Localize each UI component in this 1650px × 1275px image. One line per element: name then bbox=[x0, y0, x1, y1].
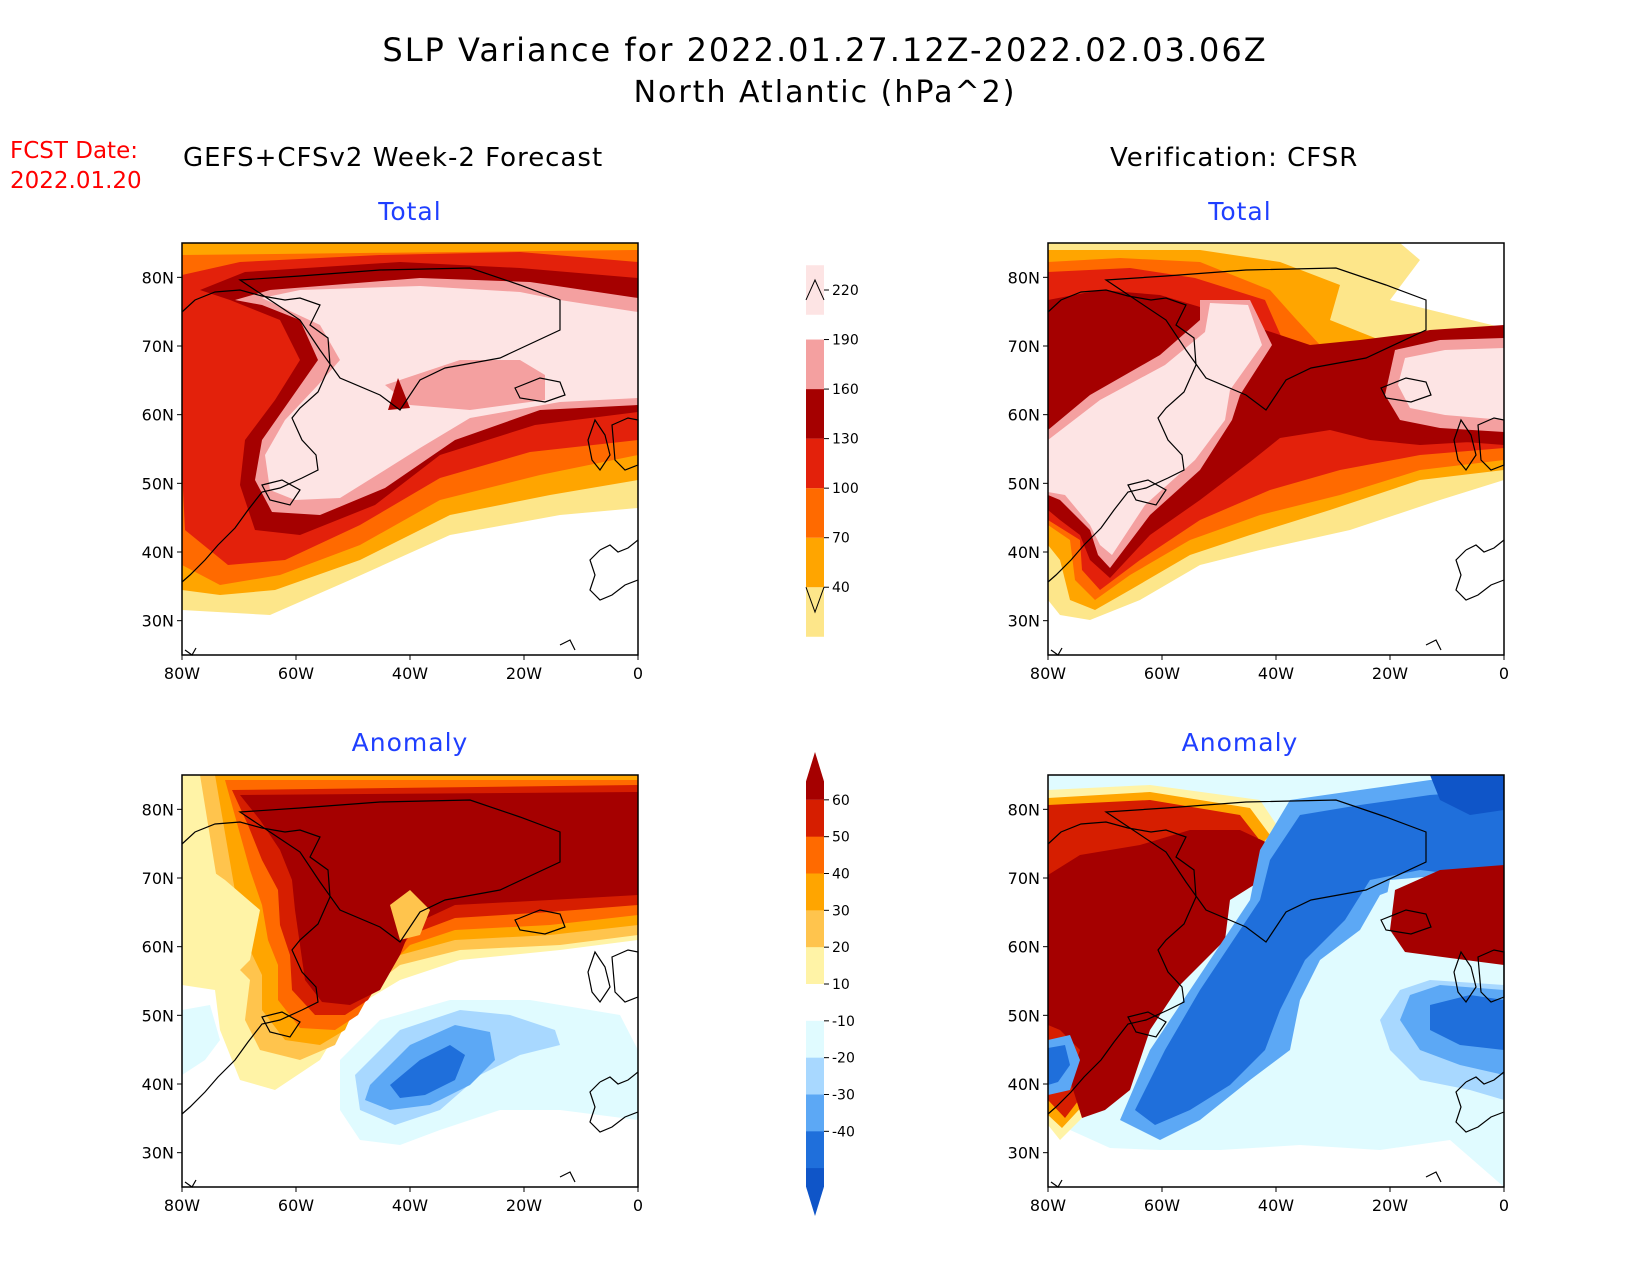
x-tick-label: 40W bbox=[392, 1196, 428, 1215]
colorbar-label: 190 bbox=[832, 333, 859, 349]
colorbar-swatch bbox=[806, 1168, 824, 1217]
colorbar-anomaly: 60 50 40 30 20 10 -10 -20 -30 -40 bbox=[806, 751, 855, 1217]
colorbar-label: 30 bbox=[832, 903, 850, 919]
panel-title-verification-total: Total bbox=[1208, 197, 1272, 226]
colorbar-label: 100 bbox=[832, 481, 859, 497]
colorbar-label: 40 bbox=[832, 580, 850, 596]
y-tick-label: 40N bbox=[142, 543, 174, 562]
y-tick-label: 30N bbox=[1008, 1144, 1040, 1163]
y-tick-label: 50N bbox=[1008, 1006, 1040, 1025]
colorbar-swatch bbox=[806, 537, 824, 588]
y-tick-label: 30N bbox=[1008, 612, 1040, 631]
colorbar-label: 50 bbox=[832, 830, 850, 846]
y-tick-label: 50N bbox=[142, 1006, 174, 1025]
y-tick-label: 70N bbox=[1008, 869, 1040, 888]
x-tick-label: 0 bbox=[1499, 1196, 1509, 1215]
colorbar-swatch bbox=[806, 265, 824, 315]
verification-column-heading: Verification: CFSR bbox=[1110, 143, 1359, 173]
x-tick-label: 40W bbox=[392, 664, 428, 683]
colorbar-label: 70 bbox=[832, 531, 850, 547]
verification-anomaly-field bbox=[1048, 775, 1504, 1187]
colorbar-label: 60 bbox=[832, 793, 850, 809]
y-tick-label: 80N bbox=[142, 268, 174, 287]
y-tick-label: 50N bbox=[1008, 474, 1040, 493]
colorbar-swatch bbox=[806, 910, 824, 948]
x-tick-label: 40W bbox=[1258, 664, 1294, 683]
x-tick-label: 80W bbox=[164, 1196, 200, 1215]
forecast-date-value: 2022.01.20 bbox=[10, 168, 142, 194]
colorbar-swatch bbox=[806, 751, 824, 800]
colorbar-swatch bbox=[806, 873, 824, 911]
colorbar-swatch bbox=[806, 438, 824, 489]
colorbar-swatch bbox=[806, 799, 824, 838]
colorbar-label: 40 bbox=[832, 867, 850, 883]
x-tick-label: 20W bbox=[1372, 664, 1408, 683]
chart-subtitle: North Atlantic (hPa^2) bbox=[633, 75, 1017, 110]
chart-title: SLP Variance for 2022.01.27.12Z-2022.02.… bbox=[382, 31, 1268, 69]
x-tick-label: 20W bbox=[1372, 1196, 1408, 1215]
verification-total-field bbox=[1048, 243, 1504, 655]
colorbar-swatch bbox=[806, 836, 824, 874]
y-tick-label: 70N bbox=[1008, 337, 1040, 356]
colorbar-swatch bbox=[806, 1057, 824, 1095]
y-tick-label: 80N bbox=[1008, 800, 1040, 819]
panel-title-forecast-anomaly: Anomaly bbox=[351, 728, 469, 757]
x-tick-label: 60W bbox=[278, 664, 314, 683]
colorbar-label: 220 bbox=[832, 283, 859, 299]
colorbar-label: 130 bbox=[832, 432, 859, 448]
y-tick-label: 60N bbox=[1008, 938, 1040, 957]
colorbar-swatch bbox=[806, 1094, 824, 1132]
x-tick-label: 0 bbox=[633, 1196, 643, 1215]
colorbar-swatch bbox=[806, 984, 824, 1022]
y-tick-label: 40N bbox=[142, 1075, 174, 1094]
y-tick-label: 70N bbox=[142, 869, 174, 888]
x-tick-label: 80W bbox=[164, 664, 200, 683]
x-tick-label: 60W bbox=[1144, 1196, 1180, 1215]
colorbar-label: 20 bbox=[832, 940, 850, 956]
colorbar-label: -30 bbox=[832, 1088, 855, 1104]
y-tick-label: 60N bbox=[1008, 406, 1040, 425]
colorbar-label: 10 bbox=[832, 977, 850, 993]
x-tick-label: 0 bbox=[1499, 664, 1509, 683]
x-tick-label: 0 bbox=[633, 664, 643, 683]
colorbar-label: -10 bbox=[832, 1014, 855, 1030]
x-tick-label: 80W bbox=[1030, 1196, 1066, 1215]
y-tick-label: 70N bbox=[142, 337, 174, 356]
colorbar-swatch bbox=[806, 488, 824, 538]
x-tick-label: 20W bbox=[506, 1196, 542, 1215]
x-tick-label: 40W bbox=[1258, 1196, 1294, 1215]
colorbar-swatch bbox=[806, 1020, 824, 1059]
x-tick-label: 60W bbox=[278, 1196, 314, 1215]
forecast-anomaly-field bbox=[182, 775, 638, 1187]
y-tick-label: 30N bbox=[142, 1144, 174, 1163]
panel-title-forecast-total: Total bbox=[378, 197, 442, 226]
y-tick-label: 40N bbox=[1008, 543, 1040, 562]
forecast-date-label: FCST Date: bbox=[10, 138, 138, 164]
colorbar-swatch bbox=[806, 389, 824, 439]
colorbar-arrow bbox=[805, 278, 825, 301]
y-tick-label: 40N bbox=[1008, 1075, 1040, 1094]
colorbar-swatch bbox=[806, 947, 824, 985]
colorbar-label: -20 bbox=[832, 1051, 855, 1067]
colorbar-arrow bbox=[805, 587, 825, 614]
y-tick-label: 60N bbox=[142, 938, 174, 957]
y-tick-label: 80N bbox=[142, 800, 174, 819]
colorbar-swatch bbox=[806, 339, 824, 390]
axis-labels: 80W 60W 40W 20W 0 80N 70N 60N 50N 40N 30N 80W 60W 40W… bbox=[142, 268, 1509, 1215]
colorbar-swatch bbox=[806, 1131, 824, 1169]
y-tick-label: 80N bbox=[1008, 268, 1040, 287]
y-tick-label: 50N bbox=[142, 474, 174, 493]
forecast-total-field bbox=[182, 243, 638, 655]
y-tick-label: 30N bbox=[142, 612, 174, 631]
x-tick-label: 80W bbox=[1030, 664, 1066, 683]
x-tick-label: 20W bbox=[506, 664, 542, 683]
colorbar-total: 40 70 100 130 160 190 220 bbox=[805, 265, 859, 637]
x-tick-label: 60W bbox=[1144, 664, 1180, 683]
y-tick-label: 60N bbox=[142, 406, 174, 425]
panel-title-verification-anomaly: Anomaly bbox=[1181, 728, 1299, 757]
forecast-column-heading: GEFS+CFSv2 Week-2 Forecast bbox=[183, 143, 604, 173]
colorbar-label: 160 bbox=[832, 382, 859, 398]
colorbar-label: -40 bbox=[832, 1124, 855, 1140]
